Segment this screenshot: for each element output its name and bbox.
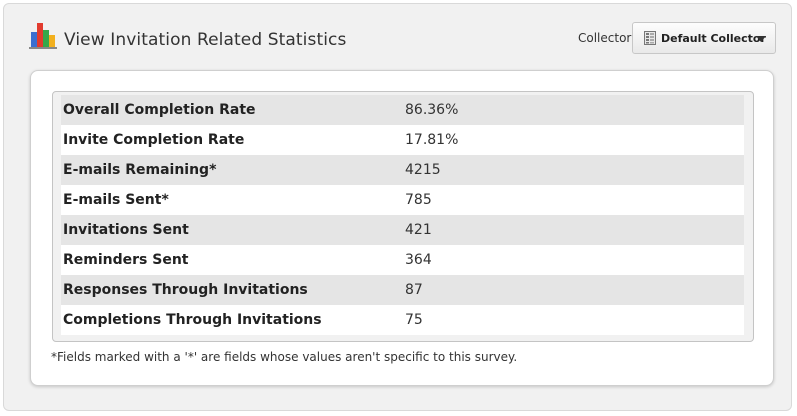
stat-label: Responses Through Invitations [61, 275, 405, 305]
stat-label: Completions Through Invitations [61, 305, 405, 335]
table-row: Responses Through Invitations 87 [61, 275, 744, 305]
table-row: E-mails Remaining* 4215 [61, 155, 744, 185]
table-row: E-mails Sent* 785 [61, 185, 744, 215]
collector-selected-value: Default Collector [661, 31, 766, 45]
page-title: View Invitation Related Statistics [64, 30, 347, 50]
table-row: Invite Completion Rate 17.81% [61, 125, 744, 155]
stat-label: Reminders Sent [61, 245, 405, 275]
stat-label: E-mails Sent* [61, 185, 405, 215]
stat-label: Invite Completion Rate [61, 125, 405, 155]
table-row: Completions Through Invitations 75 [61, 305, 744, 335]
chevron-down-icon [756, 36, 766, 42]
stat-label: E-mails Remaining* [61, 155, 405, 185]
table-row: Reminders Sent 364 [61, 245, 744, 275]
collector-label: Collector: [578, 31, 636, 45]
stats-table: Overall Completion Rate 86.36% Invite Co… [61, 95, 744, 335]
stat-label: Overall Completion Rate [61, 95, 405, 125]
stat-value: 86.36% [405, 95, 744, 125]
stat-value: 785 [405, 185, 744, 215]
stat-value: 17.81% [405, 125, 744, 155]
collector-dropdown[interactable]: Default Collector [632, 22, 776, 54]
stat-value: 75 [405, 305, 744, 335]
stat-label: Invitations Sent [61, 215, 405, 245]
collector-icon [644, 31, 656, 45]
stats-table-wrapper: Overall Completion Rate 86.36% Invite Co… [52, 91, 754, 342]
footnote: *Fields marked with a '*' are fields who… [51, 350, 518, 364]
bar-chart-icon [29, 23, 57, 49]
stats-panel: Overall Completion Rate 86.36% Invite Co… [30, 70, 774, 386]
stat-value: 364 [405, 245, 744, 275]
stat-value: 87 [405, 275, 744, 305]
table-row: Overall Completion Rate 86.36% [61, 95, 744, 125]
stat-value: 421 [405, 215, 744, 245]
stat-value: 4215 [405, 155, 744, 185]
table-row: Invitations Sent 421 [61, 215, 744, 245]
statistics-container: View Invitation Related Statistics Colle… [3, 3, 792, 411]
